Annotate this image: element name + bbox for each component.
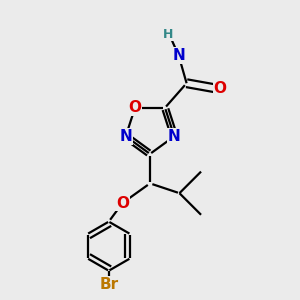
Text: N: N xyxy=(119,129,132,144)
Text: O: O xyxy=(116,196,129,211)
Text: Br: Br xyxy=(99,277,118,292)
Text: O: O xyxy=(214,81,226,96)
Text: H: H xyxy=(163,28,173,41)
Text: N: N xyxy=(172,48,185,63)
Text: N: N xyxy=(168,129,181,144)
Text: O: O xyxy=(128,100,142,115)
